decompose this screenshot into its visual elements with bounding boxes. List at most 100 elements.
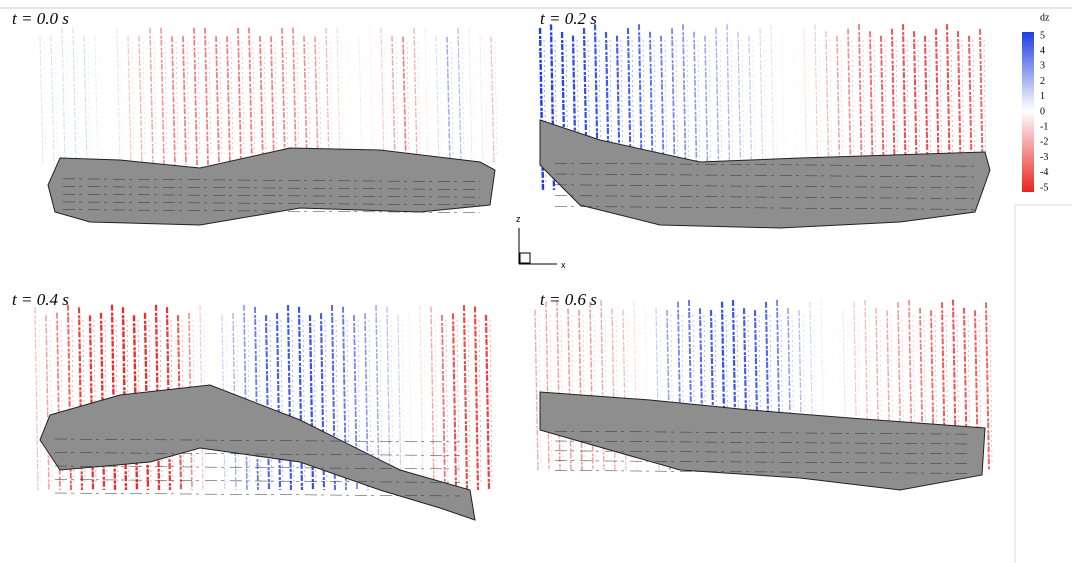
vector-column bbox=[160, 27, 165, 166]
vector-column bbox=[197, 41, 201, 158]
vector-column bbox=[642, 39, 646, 183]
vector-column bbox=[401, 319, 405, 483]
vector-column bbox=[314, 36, 319, 166]
vector-column bbox=[829, 39, 833, 183]
vector-column bbox=[446, 36, 451, 166]
vector-column bbox=[391, 35, 396, 166]
vector-column bbox=[631, 39, 635, 183]
vector-column bbox=[545, 301, 550, 471]
vector-column bbox=[435, 35, 440, 166]
vector-column bbox=[76, 41, 80, 158]
vector-column bbox=[116, 27, 121, 166]
vector-column bbox=[478, 319, 482, 483]
slab-texture bbox=[554, 430, 971, 435]
vector-column bbox=[424, 27, 429, 166]
vector-column bbox=[939, 39, 943, 183]
vector-column bbox=[895, 39, 899, 183]
vector-column bbox=[50, 36, 55, 166]
vector-column bbox=[682, 24, 687, 191]
vector-column bbox=[43, 41, 47, 158]
slab-texture bbox=[54, 492, 461, 497]
vector-column bbox=[593, 24, 600, 191]
vector-column bbox=[567, 308, 572, 471]
slab-texture bbox=[554, 440, 971, 445]
vector-column bbox=[307, 41, 311, 158]
slab-texture bbox=[554, 450, 971, 455]
axes-icon: z x bbox=[516, 214, 566, 270]
vector-column bbox=[785, 39, 789, 183]
vector-column bbox=[439, 41, 443, 158]
vector-column bbox=[264, 315, 271, 491]
colorbar-tick-label: 4 bbox=[1040, 45, 1045, 56]
vector-column bbox=[417, 41, 421, 158]
vector-column bbox=[241, 41, 245, 158]
side-panel bbox=[1014, 204, 1072, 563]
vector-column bbox=[456, 319, 460, 483]
vector-column bbox=[87, 41, 91, 158]
axis-box bbox=[519, 252, 531, 264]
vector-column bbox=[549, 314, 553, 463]
slab-texture bbox=[62, 193, 481, 198]
slab-texture bbox=[62, 178, 481, 183]
vector-column bbox=[906, 39, 910, 183]
vector-column bbox=[884, 39, 888, 183]
slab-texture bbox=[62, 186, 481, 190]
vector-column bbox=[384, 41, 388, 158]
slab-texture bbox=[62, 209, 481, 213]
vector-column bbox=[347, 35, 352, 166]
vector-column bbox=[413, 28, 418, 166]
panel-graphic bbox=[39, 27, 498, 226]
vector-column bbox=[254, 306, 259, 491]
terrain-slab bbox=[539, 391, 986, 491]
slab-texture bbox=[554, 470, 971, 474]
vector-column bbox=[451, 313, 458, 491]
vector-column bbox=[649, 31, 654, 191]
vector-column bbox=[989, 314, 993, 463]
vector-column bbox=[576, 39, 580, 183]
vector-column bbox=[259, 36, 264, 166]
vector-column bbox=[165, 307, 172, 491]
vector-column bbox=[774, 39, 778, 183]
vector-column bbox=[412, 319, 416, 483]
vector-column bbox=[556, 300, 561, 471]
vector-column bbox=[479, 35, 484, 166]
vector-column bbox=[578, 309, 583, 471]
vector-column bbox=[461, 41, 465, 158]
vector-column bbox=[243, 304, 248, 491]
vector-column bbox=[204, 27, 209, 166]
vector-column bbox=[390, 319, 394, 483]
vector-column bbox=[208, 41, 212, 158]
vector-column bbox=[358, 36, 363, 166]
vector-column bbox=[362, 41, 366, 158]
vector-column bbox=[419, 305, 424, 491]
colorbar bbox=[1022, 32, 1034, 192]
vector-column bbox=[554, 39, 558, 183]
vector-column bbox=[351, 41, 355, 158]
slab-texture bbox=[62, 201, 481, 206]
slab-texture bbox=[54, 465, 461, 470]
colorbar-tick-label: -3 bbox=[1040, 152, 1048, 163]
vector-column bbox=[763, 39, 767, 183]
vector-column bbox=[270, 36, 275, 166]
vector-column bbox=[598, 39, 602, 183]
panel-title: t = 0.0 s bbox=[12, 9, 69, 28]
vector-column bbox=[142, 41, 146, 158]
panel-graphic bbox=[538, 24, 991, 229]
vector-column bbox=[741, 39, 745, 183]
vector-column bbox=[215, 36, 220, 166]
vector-column bbox=[336, 27, 341, 166]
vector-column bbox=[770, 24, 775, 191]
terrain-slab bbox=[47, 147, 496, 226]
vector-column bbox=[286, 304, 293, 491]
vector-column bbox=[494, 41, 498, 158]
vector-column bbox=[549, 24, 556, 191]
vector-column bbox=[693, 31, 698, 191]
slab-texture bbox=[54, 479, 461, 483]
vector-column bbox=[686, 39, 690, 183]
vector-column bbox=[430, 306, 435, 491]
vector-column bbox=[719, 39, 723, 183]
vector-column bbox=[972, 39, 976, 183]
vector-column bbox=[292, 27, 297, 166]
vector-column bbox=[281, 27, 286, 166]
vector-column bbox=[637, 24, 644, 191]
